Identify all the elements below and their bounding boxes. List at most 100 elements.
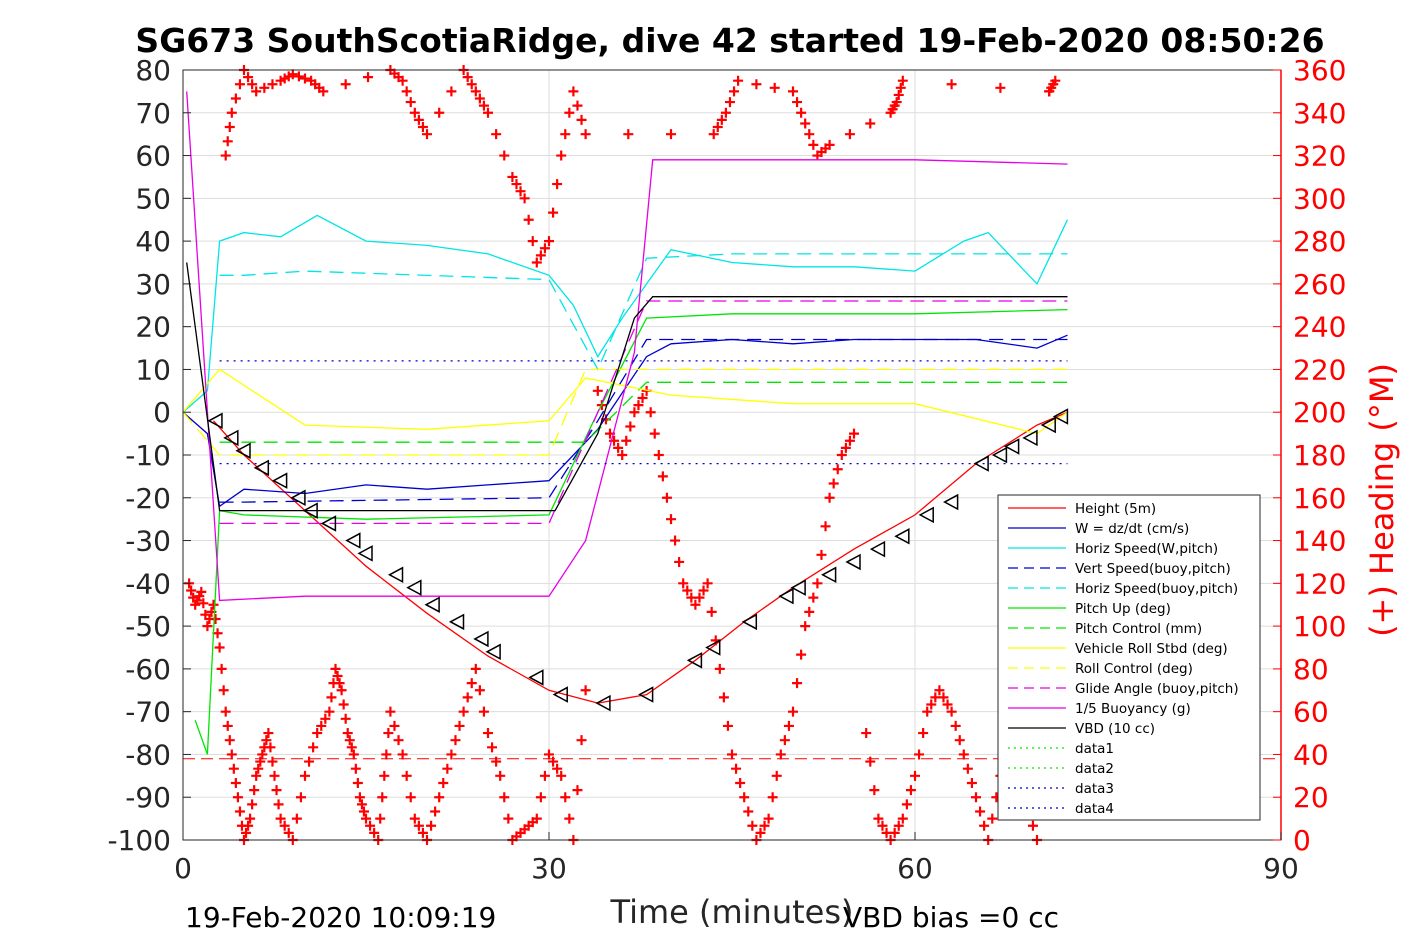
series-line-8 (182, 368, 1068, 456)
heading-point (832, 464, 843, 475)
heading-point (706, 606, 717, 617)
heading-point (196, 586, 207, 597)
heading-point (718, 692, 729, 703)
heading-point (796, 107, 807, 118)
heading-point (405, 97, 416, 108)
heading-point (503, 813, 514, 824)
heading-point (792, 97, 803, 108)
heading-point (210, 613, 221, 624)
heading-point (552, 763, 563, 774)
heading-point (800, 621, 811, 632)
heading-point (747, 820, 758, 831)
heading-point (466, 79, 477, 90)
heading-point (975, 806, 986, 817)
heading-point (350, 763, 361, 774)
heading-point (340, 713, 351, 724)
triangle-marker (345, 532, 361, 549)
heading-point (661, 492, 672, 503)
heading-point (576, 735, 587, 746)
heading-point (724, 97, 735, 108)
heading-point (265, 742, 276, 753)
triangle-marker (473, 630, 489, 648)
heading-point (216, 663, 227, 674)
heading-point (865, 756, 876, 767)
heading-point (446, 86, 457, 97)
heading-point (869, 785, 880, 796)
legend-label: Vert Speed(buoy,pitch) (1075, 561, 1231, 577)
heading-point (324, 706, 335, 717)
heading-point (609, 435, 620, 446)
heading-point (556, 770, 567, 781)
heading-point (228, 763, 239, 774)
legend-label: Vehicle Roll Stbd (deg) (1075, 641, 1228, 657)
triangle-marker (272, 472, 288, 489)
heading-point (844, 435, 855, 446)
legend-label: Height (5m) (1075, 501, 1156, 517)
triangle-marker (869, 540, 886, 558)
right-tick-label: 200 (1293, 396, 1346, 429)
heading-point (474, 685, 485, 696)
left-tick-label: 60 (135, 140, 171, 173)
heading-point (462, 692, 473, 703)
heading-point (987, 813, 998, 824)
heading-point (491, 129, 502, 140)
heading-point (450, 735, 461, 746)
triangle-marker (845, 553, 861, 571)
heading-point (401, 770, 412, 781)
heading-point (241, 827, 252, 838)
legend-label: VBD (10 cc) (1075, 721, 1155, 737)
heading-point (434, 107, 445, 118)
heading-point (783, 720, 794, 731)
heading-point (446, 749, 457, 760)
heading-point (519, 193, 530, 204)
heading-point (539, 770, 550, 781)
heading-point (905, 785, 916, 796)
heading-point (442, 763, 453, 774)
heading-point (253, 763, 264, 774)
heading-point (938, 692, 949, 703)
heading-point (234, 79, 245, 90)
heading-point (897, 75, 908, 86)
heading-point (788, 86, 798, 97)
heading-point (731, 763, 742, 774)
heading-point (873, 813, 884, 824)
heading-point (767, 792, 778, 803)
series-line-0 (213, 411, 1068, 704)
triangle-marker (918, 506, 934, 524)
heading-point (320, 713, 331, 724)
heading-point (226, 749, 237, 760)
heading-point (828, 478, 839, 489)
heading-point (824, 492, 835, 503)
heading-point (535, 792, 546, 803)
heading-point (743, 806, 754, 817)
heading-point (995, 82, 1006, 93)
heading-point (230, 777, 241, 788)
heading-point (466, 678, 477, 689)
heading-point (633, 400, 644, 411)
x-tick-label: 60 (897, 852, 933, 885)
heading-point (271, 785, 282, 796)
series-line-4 (219, 253, 1068, 371)
heading-point (560, 792, 571, 803)
right-tick-label: 100 (1293, 610, 1346, 643)
heading-point (792, 678, 803, 689)
left-tick-label: -30 (125, 525, 171, 558)
heading-point (375, 813, 386, 824)
right-tick-label: 60 (1293, 696, 1329, 729)
legend-label: W = dz/dt (cm/s) (1075, 521, 1189, 537)
heading-point (918, 728, 929, 739)
heading-point (334, 678, 345, 689)
heading-point (637, 392, 648, 403)
heading-point (247, 799, 258, 810)
series-line-10 (186, 91, 1068, 602)
heading-point (208, 599, 219, 610)
triangle-marker (235, 442, 251, 459)
heading-point (291, 813, 302, 824)
triangle-markers (207, 408, 1069, 712)
heading-point (247, 79, 258, 90)
heading-point (430, 806, 441, 817)
heading-point (220, 706, 231, 717)
heading-point (568, 86, 579, 97)
left-tick-label: 80 (135, 54, 171, 87)
heading-point (808, 592, 819, 603)
